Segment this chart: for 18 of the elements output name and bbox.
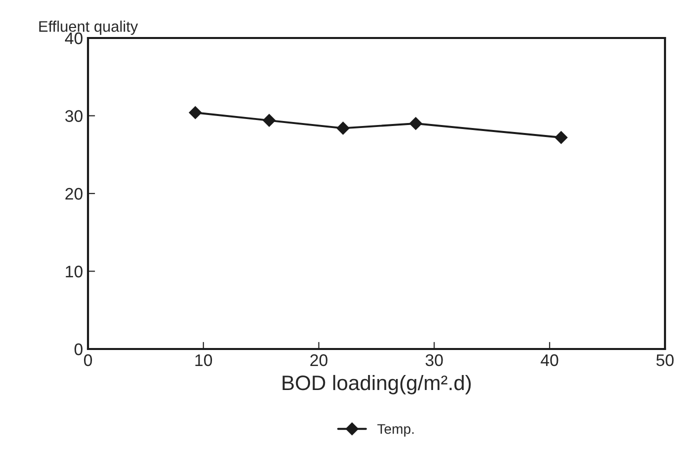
legend-label: Temp. (377, 424, 414, 437)
point (554, 131, 568, 144)
x-tick-label: 10 (195, 354, 212, 366)
x-tick-label: 0 (84, 354, 92, 366)
x-axis-title: BOD loading(g/m².d) (282, 374, 471, 394)
point (188, 106, 202, 120)
y-tick-label: 40 (64, 32, 82, 44)
y-tick-label: 30 (65, 110, 82, 122)
y-tick-label: 0 (74, 343, 82, 356)
x-tick-label: 30 (426, 354, 443, 366)
x-tick-label: 50 (656, 354, 674, 366)
y-tick-label: 20 (65, 188, 82, 200)
y-tick-label: 10 (66, 266, 82, 278)
x-tick-label: 20 (310, 354, 328, 366)
point (409, 117, 422, 130)
x-tick-label: 40 (540, 354, 558, 366)
point (336, 122, 350, 135)
point (262, 114, 276, 127)
